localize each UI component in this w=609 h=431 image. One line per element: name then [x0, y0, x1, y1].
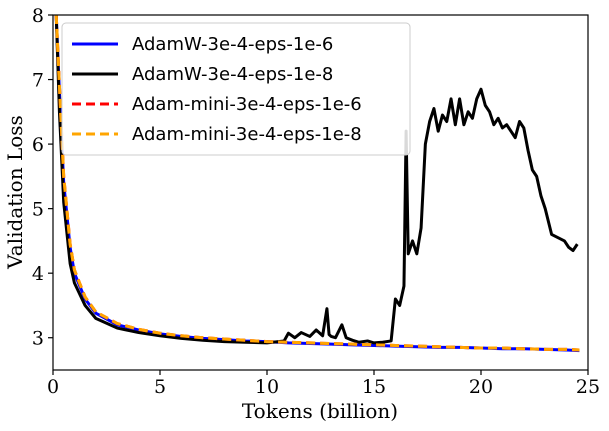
y-tick-label: 6	[32, 134, 44, 156]
x-tick-label: 25	[576, 376, 600, 398]
y-tick-label: 5	[32, 199, 44, 221]
legend-label-2: AdamW-3e-4-eps-1e-8	[132, 64, 333, 85]
y-axis-ticks: 3 4 5 6 7 8	[32, 5, 53, 350]
plot-frame	[52, 14, 589, 371]
x-tick-label: 0	[47, 376, 59, 398]
y-axis-label: Validation Loss	[3, 115, 27, 270]
series-line-4	[54, 15, 580, 352]
y-tick-label: 8	[32, 5, 44, 27]
legend-label-4: Adam-mini-3e-4-eps-1e-8	[132, 124, 362, 145]
x-tick-label: 20	[469, 376, 493, 398]
x-tick-label: 10	[255, 376, 279, 398]
legend-label-1: AdamW-3e-4-eps-1e-6	[132, 34, 333, 55]
y-tick-label: 4	[32, 263, 44, 285]
y-tick-label: 3	[32, 328, 44, 350]
legend-label-3: Adam-mini-3e-4-eps-1e-6	[132, 94, 362, 115]
plot-area	[52, 14, 589, 371]
x-axis-ticks: 0 5 10 15 20 25	[47, 370, 600, 398]
series-line-2	[54, 15, 579, 345]
x-axis-label: Tokens (billion)	[242, 399, 398, 423]
legend: AdamW-3e-4-eps-1e-6 AdamW-3e-4-eps-1e-8 Ad…	[61, 22, 411, 156]
y-tick-label: 7	[32, 70, 44, 92]
x-tick-label: 5	[154, 376, 166, 398]
legend-box	[61, 22, 411, 156]
x-tick-label: 15	[362, 376, 386, 398]
series-layer	[54, 15, 580, 353]
